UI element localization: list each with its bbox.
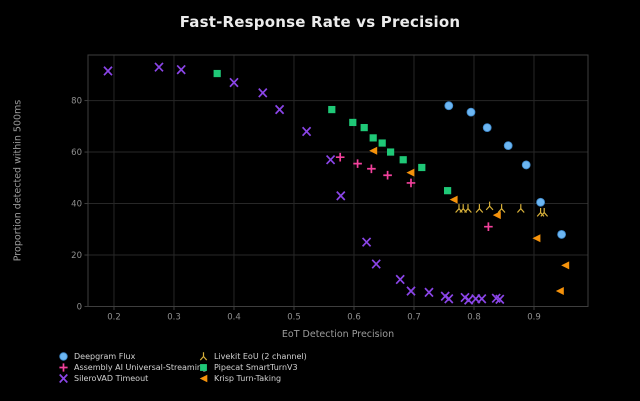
svg-text:60: 60	[71, 148, 82, 158]
x-axis-label: EoT Detection Precision	[281, 329, 395, 340]
square-marker-icon	[200, 364, 207, 371]
legend-item-assembly-ai: Assembly AI Universal-Streaming	[58, 362, 207, 373]
svg-text:0.5: 0.5	[287, 313, 301, 323]
svg-text:0.3: 0.3	[167, 313, 181, 323]
tri-down-marker-icon	[199, 352, 208, 361]
x-marker-icon	[59, 373, 68, 384]
svg-text:20: 20	[71, 251, 82, 261]
chart-title: Fast-Response Rate vs Precision	[179, 13, 461, 31]
plot-frame	[87, 54, 589, 307]
svg-text:40: 40	[71, 200, 82, 210]
series-krisp-turn-taking	[369, 146, 570, 296]
tri-left-marker-icon	[199, 374, 208, 383]
series-deepgram-flux	[444, 101, 566, 239]
legend-label: Livekit EoU (2 channel)	[214, 352, 307, 361]
series-livekit-eou-2-channel-	[455, 201, 549, 217]
legend: Deepgram Flux Assembly AI Universal-Stre…	[58, 351, 307, 384]
legend-label: Krisp Turn-Taking	[214, 374, 282, 383]
tick-labels: 0.2 0.3 0.4 0.5 0.6 0.7 0.8 0.9 0 20 40 60 80	[71, 97, 541, 323]
legend-label: Deepgram Flux	[74, 352, 136, 361]
svg-text:0.2: 0.2	[107, 313, 121, 323]
plus-marker-icon	[59, 363, 68, 372]
legend-label: Assembly AI Universal-Streaming	[74, 363, 208, 372]
legend-item-pipecat: Pipecat SmartTurnV3	[198, 362, 307, 373]
circle-marker-icon	[59, 352, 68, 361]
legend-item-krisp: Krisp Turn-Taking	[198, 373, 307, 384]
legend-item-silerovad: SileroVAD Timeout	[58, 373, 186, 384]
series-silerovad-timeout	[103, 62, 505, 305]
svg-text:0.6: 0.6	[347, 313, 361, 323]
gridlines	[88, 55, 588, 307]
legend-label: SileroVAD Timeout	[74, 374, 149, 383]
legend-item-livekit: Livekit EoU (2 channel)	[198, 351, 307, 362]
y-axis-label: Proportion detected within 500ms	[12, 99, 24, 262]
svg-text:0.9: 0.9	[527, 313, 541, 323]
legend-item-deepgram-flux: Deepgram Flux	[58, 351, 186, 362]
svg-text:0.4: 0.4	[227, 313, 241, 323]
svg-text:80: 80	[71, 97, 82, 107]
legend-label: Pipecat SmartTurnV3	[214, 363, 298, 372]
svg-text:0: 0	[77, 303, 82, 313]
svg-text:0.7: 0.7	[407, 313, 421, 323]
series-assembly-ai-universal-streaming	[335, 152, 493, 231]
svg-text:0.8: 0.8	[467, 313, 481, 323]
series-pipecat-smartturnv3	[213, 69, 452, 195]
